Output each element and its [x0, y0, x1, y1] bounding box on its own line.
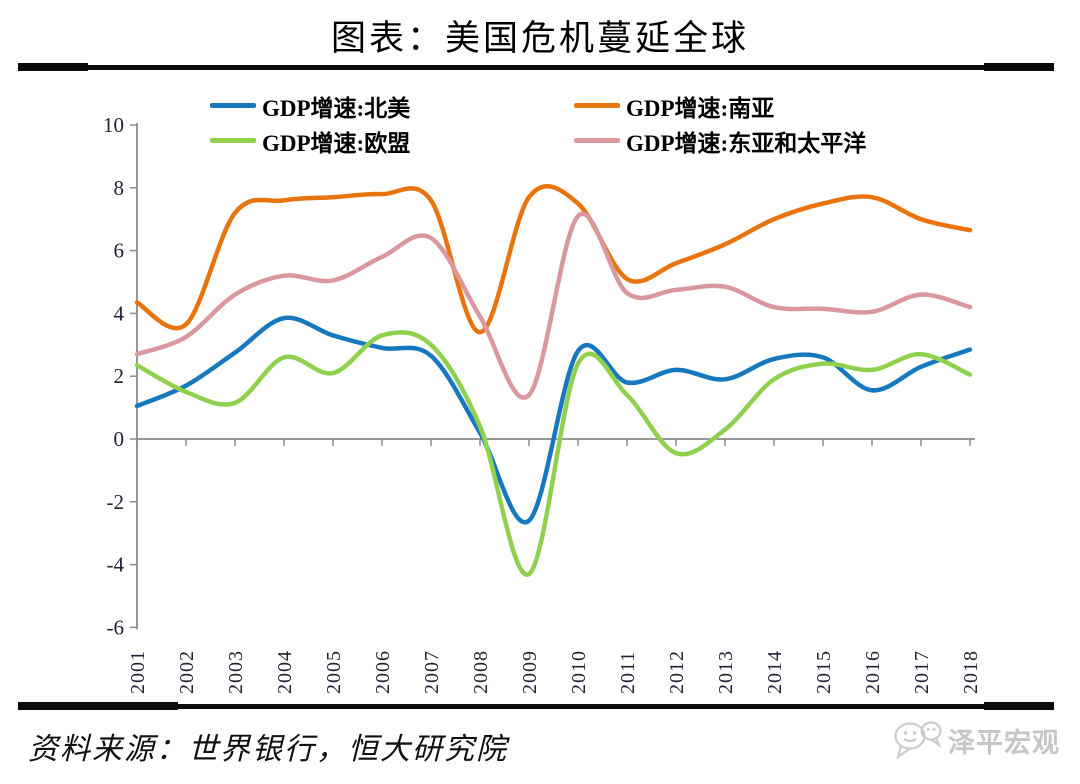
- legend-item-eu: GDP增速:欧盟: [210, 124, 574, 158]
- chart-legend: GDP增速:北美 GDP增速:南亚 GDP增速:欧盟 GDP增速:东亚和太平洋: [210, 88, 866, 158]
- bottom-divider: [18, 704, 1054, 709]
- source-note: 资料来源：世界银行，恒大研究院: [28, 733, 508, 766]
- series-line-GDP增速:欧盟: [134, 330, 973, 577]
- x-tick-label: 2016: [862, 650, 884, 694]
- legend-label: GDP增速:北美: [262, 95, 411, 121]
- x-tick-label: 2006: [372, 650, 394, 694]
- y-tick-label: 6: [114, 239, 125, 263]
- y-tick-label: 8: [114, 176, 125, 200]
- y-tick-label: 4: [114, 301, 125, 325]
- y-tick-label: -2: [107, 490, 125, 514]
- legend-swatch-eu: [210, 138, 256, 143]
- x-tick-label: 2011: [617, 651, 639, 694]
- x-tick-label: 2009: [519, 650, 541, 694]
- bottom-divider-right-cap: [984, 702, 1054, 710]
- x-tick-label: 2014: [764, 650, 786, 694]
- legend-label: GDP增速:东亚和太平洋: [626, 130, 867, 156]
- x-tick-label: 2013: [715, 650, 737, 694]
- x-tick-label: 2005: [323, 650, 345, 694]
- y-tick-label: 2: [114, 364, 125, 388]
- x-tick-label: 2015: [813, 650, 835, 694]
- series-line-GDP增速:东亚和太平洋: [134, 211, 973, 400]
- series-line-GDP增速:南亚: [134, 184, 973, 335]
- y-tick-label: -6: [107, 615, 125, 639]
- legend-item-east-asia-pacific: GDP增速:东亚和太平洋: [574, 124, 866, 158]
- series-line-GDP增速:北美: [134, 315, 973, 525]
- x-tick-label: 2007: [421, 650, 443, 694]
- brand-name: 泽平宏观: [948, 727, 1060, 758]
- x-tick-label: 2017: [911, 650, 933, 694]
- legend-item-north-america: GDP增速:北美: [210, 89, 574, 123]
- x-tick-label: 2003: [225, 650, 247, 694]
- y-tick-label: -4: [107, 553, 125, 577]
- legend-swatch-east-asia-pacific: [574, 138, 620, 143]
- x-tick-label: 2012: [666, 650, 688, 694]
- legend-item-south-asia: GDP增速:南亚: [574, 89, 774, 123]
- y-tick-label: 10: [103, 113, 124, 137]
- legend-swatch-south-asia: [574, 103, 620, 108]
- top-divider-right-cap: [984, 63, 1054, 71]
- page-title: 图表：美国危机蔓延全球: [330, 19, 749, 58]
- x-tick-label: 2001: [127, 650, 149, 694]
- brand-watermark: 泽平宏观: [890, 716, 1060, 764]
- x-tick-label: 2008: [470, 650, 492, 694]
- x-tick-label: 2002: [176, 650, 198, 694]
- y-tick-label: 0: [114, 427, 125, 451]
- legend-swatch-north-america: [210, 103, 256, 108]
- x-tick-label: 2004: [274, 650, 296, 694]
- legend-label: GDP增速:欧盟: [262, 130, 411, 156]
- chat-bubbles-icon: [894, 721, 942, 760]
- legend-label: GDP增速:南亚: [626, 95, 775, 121]
- top-divider: [18, 65, 1054, 70]
- x-tick-label: 2010: [568, 650, 590, 694]
- x-tick-label: 2018: [960, 650, 982, 694]
